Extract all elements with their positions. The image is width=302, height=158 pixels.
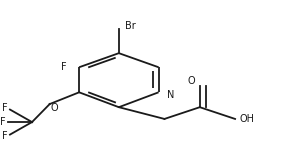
Text: F: F: [2, 103, 8, 113]
Text: F: F: [61, 62, 67, 72]
Text: Br: Br: [125, 21, 136, 31]
Text: F: F: [2, 131, 8, 141]
Text: N: N: [167, 90, 174, 100]
Text: F: F: [0, 117, 5, 127]
Text: OH: OH: [239, 114, 254, 124]
Text: O: O: [188, 76, 195, 86]
Text: O: O: [50, 103, 58, 113]
